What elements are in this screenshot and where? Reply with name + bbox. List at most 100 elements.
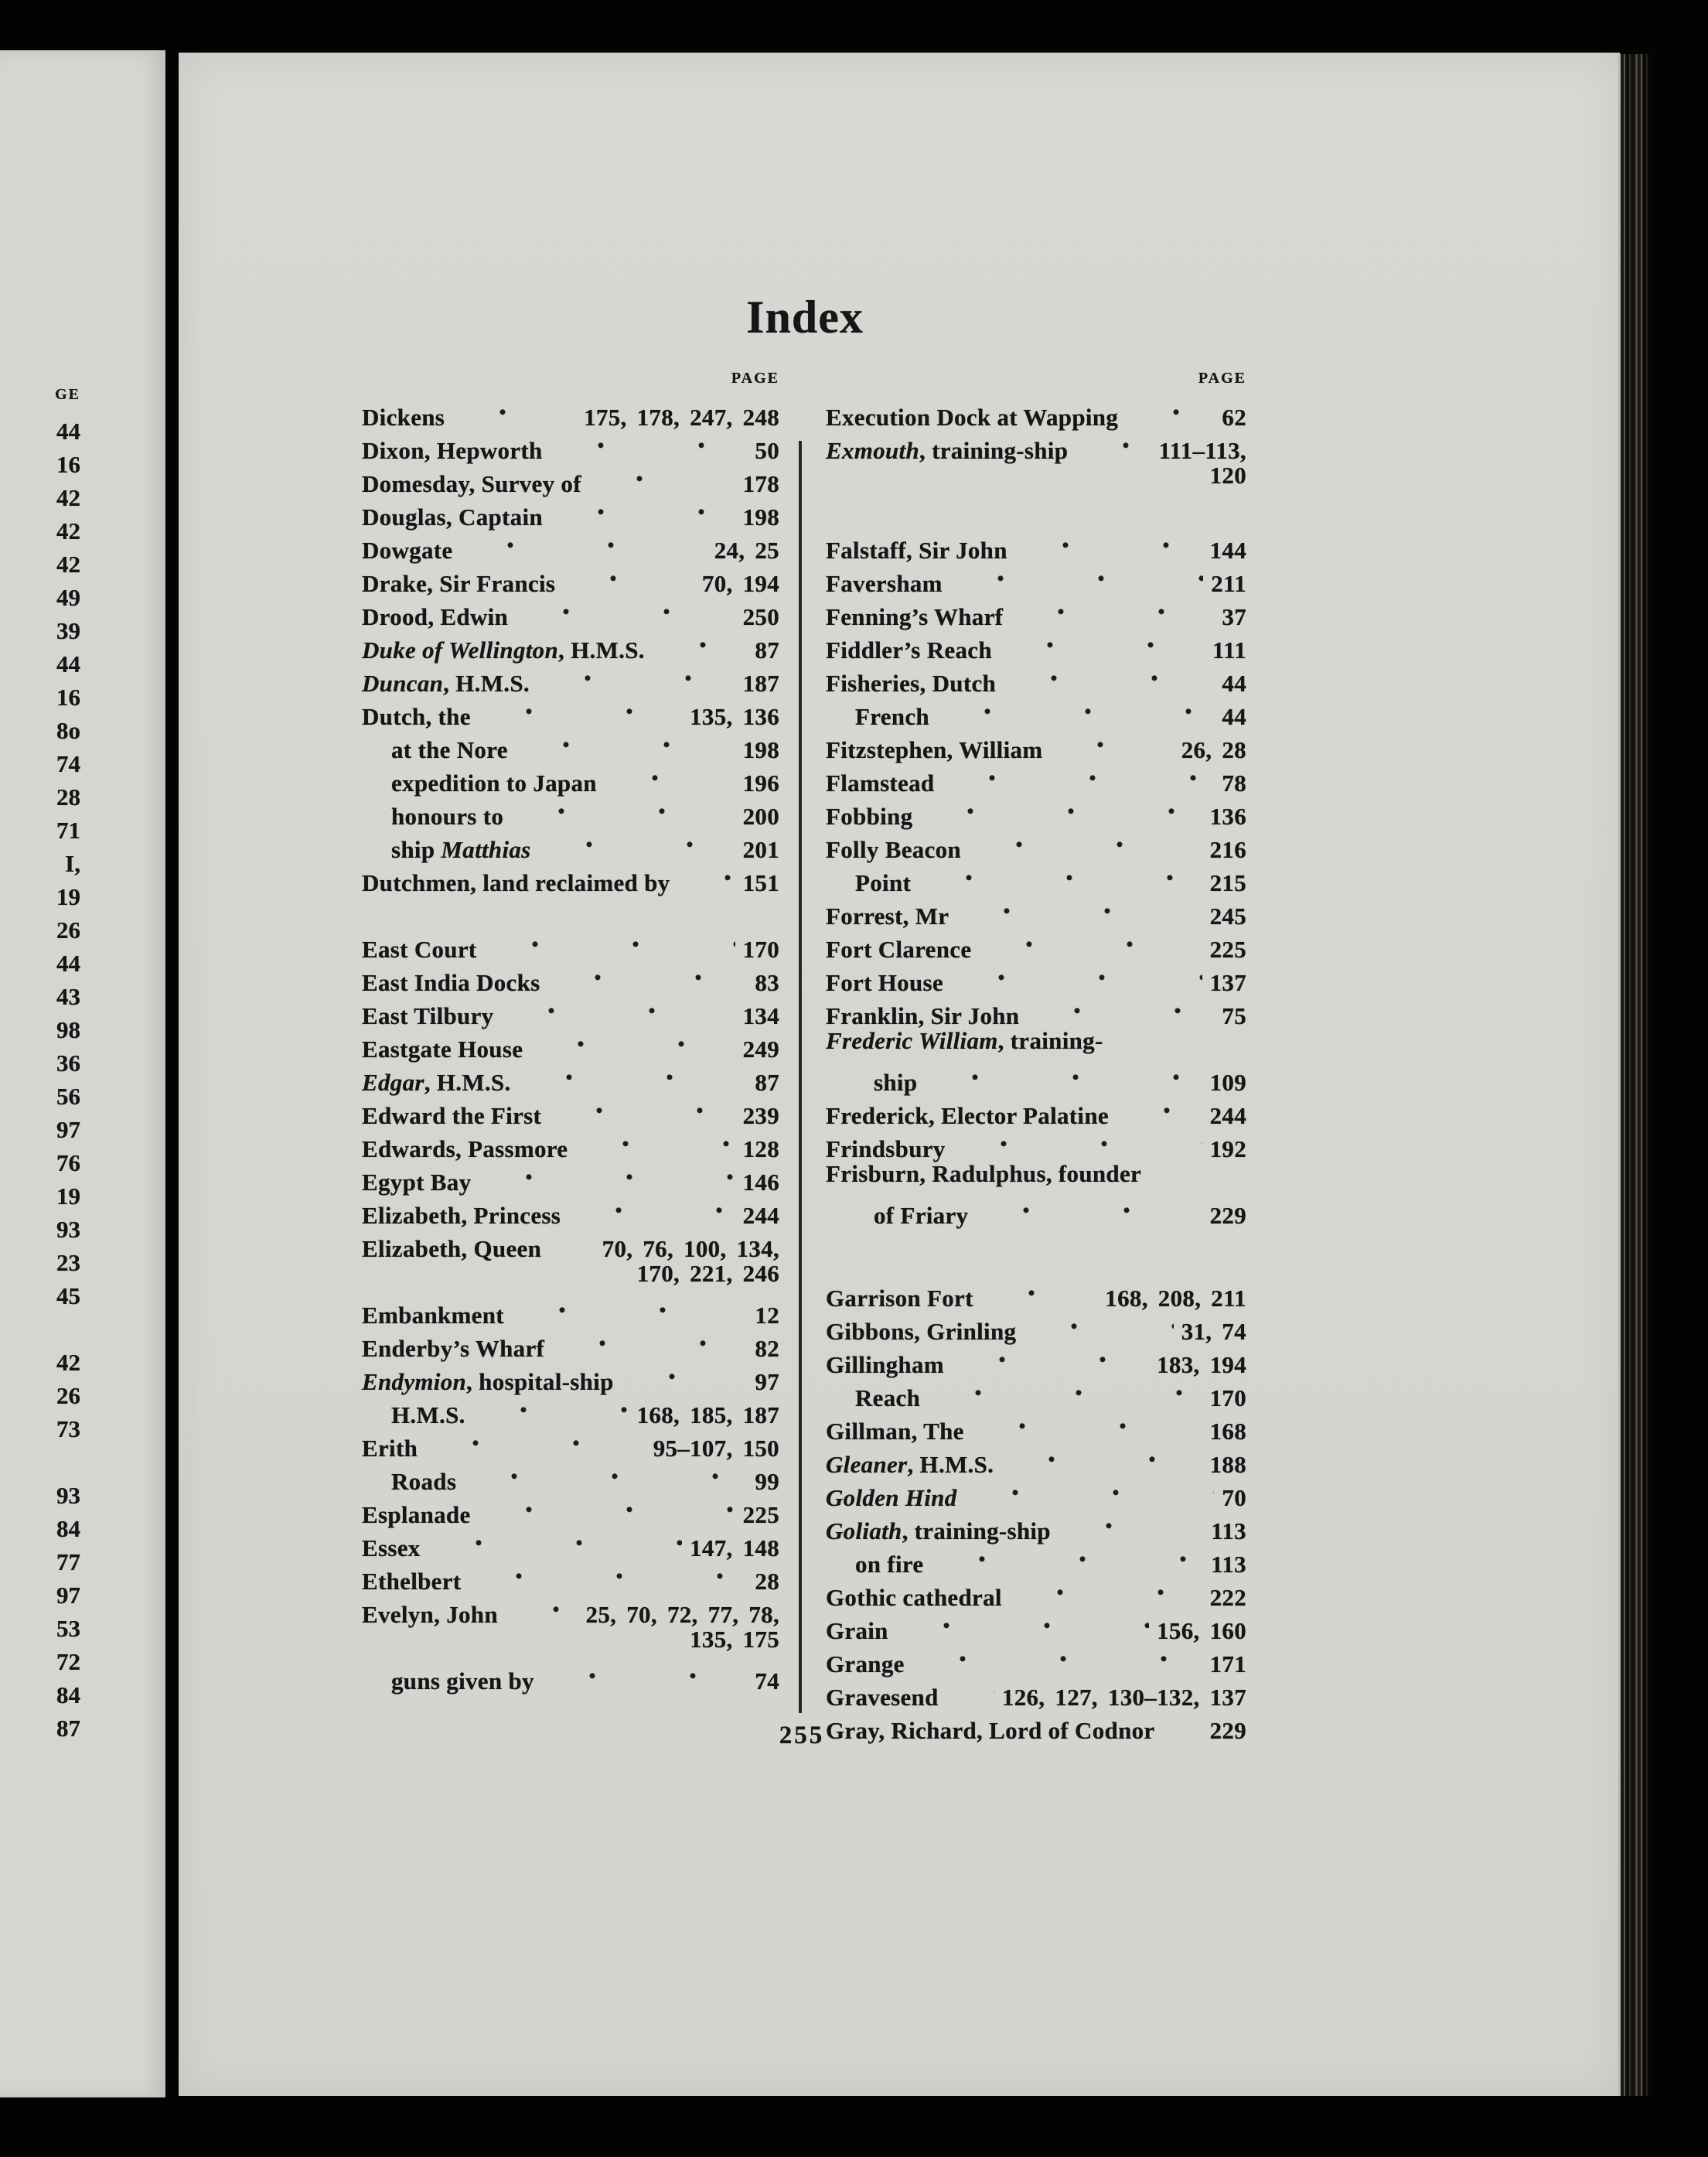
entry-name: Reach	[855, 1384, 921, 1411]
margin-page-number: 23	[56, 1249, 80, 1276]
entry-name: Dowgate	[362, 537, 453, 564]
index-entry: Gothic cathedral 222	[826, 1572, 1246, 1611]
index-entry: Embankment 12	[362, 1290, 779, 1329]
margin-page-number: 93	[56, 1216, 80, 1243]
index-entry: Edwards, Passmore 128	[362, 1124, 779, 1162]
margin-page-number: 44	[56, 950, 80, 977]
entry-name: Point	[855, 869, 912, 896]
entry-page-numbers: 215	[1209, 869, 1246, 896]
dot-leader	[1076, 425, 1151, 459]
page-number: 255	[779, 1722, 825, 1749]
dot-leader	[518, 1057, 748, 1090]
dot-leader	[549, 1090, 735, 1124]
index-entry: Enderby’s Wharf 82	[362, 1323, 779, 1362]
book-page: Index PAGE PAGE Dickens 175, 178, 247, 24…	[179, 53, 1620, 2096]
entry-name: Elizabeth, Princess	[362, 1202, 561, 1229]
index-entry: Esplanade 225	[362, 1490, 779, 1528]
entry-page-numbers: 25, 70, 72, 77, 78,	[585, 1601, 779, 1628]
dot-leader	[568, 1190, 735, 1224]
dot-leader	[469, 1556, 748, 1589]
index-entry: Edward the First 239	[362, 1090, 779, 1129]
entry-name: Frindsbury	[826, 1135, 946, 1162]
dot-leader	[946, 1672, 994, 1705]
dot-leader	[979, 924, 1202, 957]
entry-page-numbers: 99	[755, 1468, 779, 1495]
dot-leader	[1027, 991, 1215, 1024]
margin-page-number: 73	[56, 1415, 80, 1442]
entry-page-numbers: 70, 76, 100, 134,	[602, 1235, 779, 1262]
entry-name: at the Nore	[391, 736, 508, 763]
dot-leader	[920, 791, 1202, 824]
margin-page-number: 84	[56, 1515, 80, 1542]
entry-page-numbers: 120	[1209, 462, 1246, 489]
index-entry: expedition to Japan 196	[362, 758, 779, 797]
entry-page-numbers: 216	[1209, 836, 1246, 863]
margin-page-number: 84	[56, 1681, 80, 1708]
index-entry: Grange 171	[826, 1639, 1246, 1677]
margin-page-number: 49	[56, 584, 80, 611]
dot-leader	[652, 625, 748, 658]
entry-page-numbers: 113	[1211, 1551, 1246, 1578]
entry-name: ship	[874, 1069, 918, 1096]
entry-name: Roads	[391, 1468, 457, 1495]
entry-page-numbers: 126, 127, 130–132, 137	[1001, 1684, 1246, 1711]
entry-name: East Court	[362, 936, 477, 963]
entry-page-numbers: 146	[742, 1169, 779, 1196]
index-entry: Gray, Richard, Lord of Codnor 229	[826, 1705, 1246, 1744]
margin-page-number	[0, 1445, 80, 1479]
dot-leader	[1126, 392, 1215, 425]
dot-leader	[1050, 725, 1174, 758]
entry-page-numbers: 196	[742, 770, 779, 797]
index-entry: Golden Hind 70	[826, 1473, 1246, 1511]
entry-page-numbers: 249	[742, 1036, 779, 1063]
index-entry-continuation: 170, 221, 246	[362, 1257, 779, 1290]
margin-page-number: 28	[56, 783, 80, 811]
index-entry: guns given by 74	[362, 1656, 779, 1695]
entry-page-numbers: 50	[755, 437, 779, 464]
index-entry: Frisburn, Radulphus, founder	[826, 1157, 1246, 1190]
entry-page-numbers: 211	[1211, 570, 1246, 597]
dot-leader	[550, 425, 748, 459]
index-entry: Franklin, Sir John 75	[826, 991, 1246, 1029]
entry-page-numbers: 187	[742, 670, 779, 697]
index-entry-continuation: 135, 175	[362, 1623, 779, 1656]
entry-page-numbers: 229	[1209, 1717, 1246, 1744]
dot-leader	[942, 758, 1215, 791]
margin-page-number: 74	[56, 750, 80, 777]
dot-leader	[575, 1124, 735, 1157]
entry-name: Ethelbert	[362, 1568, 462, 1595]
entry-page-numbers: 170	[1209, 1384, 1246, 1411]
entry-page-numbers: 113	[1211, 1517, 1246, 1544]
dot-leader	[479, 1157, 735, 1190]
dot-leader	[484, 924, 735, 957]
dot-leader	[953, 1124, 1202, 1157]
index-entry: Endymion, hospital-ship 97	[362, 1357, 779, 1395]
index-entry: of Friary 229	[826, 1190, 1246, 1229]
margin-page-number: 16	[56, 451, 80, 478]
entry-name: Gleaner, H.M.S.	[826, 1451, 994, 1478]
margin-page-number: 72	[56, 1648, 80, 1675]
dot-leader	[478, 691, 683, 725]
index-entry: Fort House 137	[826, 957, 1246, 996]
index-entry: Flamstead 78	[826, 758, 1246, 797]
margin-page-number: 98	[56, 1016, 80, 1043]
entry-name: Execution Dock at Wapping	[826, 404, 1119, 431]
entry-page-numbers: 245	[1209, 903, 1246, 930]
dot-leader	[425, 1423, 646, 1456]
index-entry: East Court 170	[362, 924, 779, 963]
dot-leader	[537, 658, 735, 691]
margin-page-number: 26	[56, 916, 80, 944]
entry-name: Gillman, The	[826, 1418, 964, 1445]
entry-name: Essex	[362, 1534, 421, 1561]
margin-page-number: 16	[56, 684, 80, 711]
entry-name: of Friary	[874, 1202, 969, 1229]
entry-name: Grain	[826, 1617, 888, 1644]
dot-leader	[550, 492, 735, 525]
previous-page-sliver: GE 44 16 42 42 42 49 39 44 16 8o 74 28 71 I, 19 26 44 43 98…	[0, 50, 165, 2097]
entry-name: Forrest, Mr	[826, 903, 949, 930]
margin-page-number: 42	[56, 1349, 80, 1376]
entry-page-numbers: 44	[1222, 670, 1246, 697]
entry-page-numbers: 62	[1222, 404, 1246, 431]
index-entry: Douglas, Captain 198	[362, 492, 779, 531]
entry-name: Enderby’s Wharf	[362, 1335, 545, 1362]
